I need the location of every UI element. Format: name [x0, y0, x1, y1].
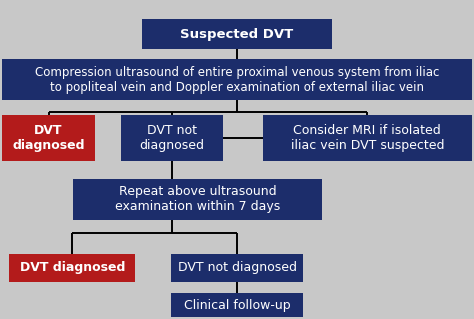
Text: Repeat above ultrasound
examination within 7 days: Repeat above ultrasound examination with… — [115, 185, 281, 213]
FancyBboxPatch shape — [9, 254, 135, 282]
Text: Consider MRI if isolated
iliac vein DVT suspected: Consider MRI if isolated iliac vein DVT … — [291, 124, 444, 152]
Text: Clinical follow-up: Clinical follow-up — [184, 299, 290, 312]
FancyBboxPatch shape — [121, 115, 223, 161]
FancyBboxPatch shape — [171, 293, 303, 317]
Text: DVT not diagnosed: DVT not diagnosed — [177, 262, 297, 274]
FancyBboxPatch shape — [2, 115, 95, 161]
FancyBboxPatch shape — [2, 59, 472, 100]
Text: Compression ultrasound of entire proximal venous system from iliac
to popliteal : Compression ultrasound of entire proxima… — [35, 66, 439, 94]
FancyBboxPatch shape — [73, 179, 322, 220]
FancyBboxPatch shape — [171, 254, 303, 282]
FancyBboxPatch shape — [142, 19, 332, 49]
Text: DVT not
diagnosed: DVT not diagnosed — [139, 124, 204, 152]
Text: Suspected DVT: Suspected DVT — [181, 28, 293, 41]
Text: DVT
diagnosed: DVT diagnosed — [12, 124, 85, 152]
FancyBboxPatch shape — [263, 115, 472, 161]
Text: DVT diagnosed: DVT diagnosed — [19, 262, 125, 274]
